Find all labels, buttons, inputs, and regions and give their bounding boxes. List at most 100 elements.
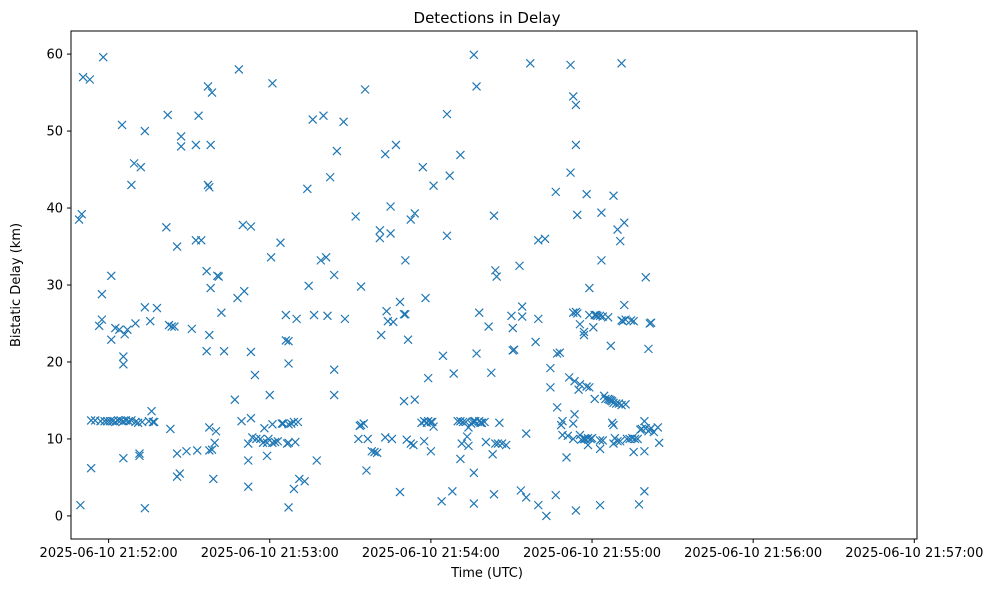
data-point bbox=[250, 370, 260, 380]
data-point bbox=[575, 319, 585, 329]
data-point bbox=[595, 500, 605, 510]
data-point bbox=[566, 60, 575, 70]
data-point bbox=[86, 416, 96, 425]
data-point bbox=[391, 140, 401, 150]
data-point bbox=[613, 436, 622, 446]
data-point bbox=[575, 379, 585, 389]
data-point bbox=[540, 234, 550, 244]
data-point bbox=[566, 168, 575, 178]
data-point bbox=[469, 468, 479, 478]
data-point bbox=[447, 486, 457, 496]
data-point bbox=[469, 499, 479, 509]
data-point bbox=[437, 496, 447, 506]
data-point bbox=[206, 140, 216, 150]
data-point bbox=[516, 486, 526, 495]
data-point bbox=[94, 321, 104, 331]
data-point bbox=[293, 417, 303, 427]
data-point bbox=[525, 58, 535, 68]
x-tick-label: 2025-06-10 21:53:00 bbox=[201, 546, 339, 561]
y-tick-label: 60 bbox=[46, 48, 63, 63]
data-point bbox=[619, 218, 629, 228]
data-point bbox=[289, 417, 299, 427]
data-point bbox=[340, 314, 350, 324]
data-point bbox=[329, 390, 339, 400]
data-point bbox=[106, 271, 116, 281]
data-point bbox=[517, 312, 527, 321]
data-point bbox=[489, 211, 499, 221]
data-point bbox=[633, 434, 643, 444]
data-point bbox=[268, 78, 277, 88]
data-point bbox=[429, 422, 438, 432]
data-point bbox=[639, 416, 649, 426]
data-point bbox=[284, 503, 293, 512]
data-point bbox=[488, 449, 498, 459]
data-point bbox=[118, 359, 128, 369]
data-point bbox=[202, 266, 212, 276]
data-point bbox=[167, 322, 177, 331]
data-point bbox=[395, 297, 405, 307]
data-point bbox=[376, 330, 386, 340]
x-axis-label: Time (UTC) bbox=[450, 566, 523, 581]
data-point bbox=[75, 500, 85, 510]
data-point bbox=[456, 454, 465, 464]
data-point bbox=[501, 440, 511, 450]
data-point bbox=[386, 202, 396, 211]
data-point bbox=[96, 416, 105, 426]
data-point bbox=[323, 311, 332, 321]
data-point bbox=[399, 309, 409, 319]
data-point bbox=[284, 359, 293, 368]
data-point bbox=[203, 81, 213, 91]
data-point bbox=[192, 446, 202, 455]
data-point bbox=[470, 416, 480, 426]
data-point bbox=[284, 336, 293, 346]
data-point bbox=[493, 439, 503, 448]
data-point bbox=[418, 162, 428, 172]
data-point bbox=[118, 453, 128, 463]
data-point bbox=[98, 52, 108, 62]
data-point bbox=[85, 75, 95, 84]
data-point bbox=[579, 327, 589, 337]
data-point bbox=[351, 212, 361, 221]
data-point bbox=[477, 418, 487, 428]
data-point bbox=[429, 181, 438, 191]
data-point bbox=[214, 272, 224, 281]
data-point bbox=[140, 126, 150, 136]
data-point bbox=[300, 476, 310, 486]
data-point bbox=[599, 391, 609, 401]
data-point bbox=[445, 171, 455, 181]
data-point bbox=[609, 439, 618, 448]
data-point bbox=[266, 252, 276, 262]
data-point bbox=[281, 310, 291, 320]
data-point bbox=[362, 466, 371, 475]
data-point bbox=[400, 309, 410, 319]
data-point bbox=[210, 438, 220, 448]
x-tick-label: 2025-06-10 21:56:00 bbox=[684, 546, 822, 561]
data-point bbox=[558, 416, 567, 426]
data-point bbox=[386, 229, 396, 238]
data-point bbox=[603, 312, 613, 322]
data-point bbox=[187, 324, 197, 334]
data-point bbox=[286, 419, 296, 428]
data-point bbox=[268, 419, 277, 429]
data-point bbox=[202, 346, 212, 356]
data-point bbox=[289, 484, 299, 494]
data-point bbox=[551, 187, 561, 197]
data-point bbox=[204, 446, 214, 455]
data-point bbox=[494, 418, 504, 428]
data-point bbox=[606, 341, 616, 351]
data-point bbox=[449, 369, 459, 378]
data-point bbox=[579, 330, 589, 340]
data-point bbox=[233, 293, 242, 303]
data-point bbox=[641, 272, 651, 282]
data-point bbox=[533, 500, 543, 510]
data-point bbox=[325, 172, 335, 182]
data-point bbox=[207, 88, 217, 98]
y-tick-label: 40 bbox=[46, 202, 63, 217]
data-point bbox=[356, 420, 366, 430]
data-point bbox=[472, 349, 481, 358]
data-point bbox=[276, 238, 285, 248]
data-point bbox=[419, 436, 429, 446]
data-point bbox=[564, 372, 574, 382]
data-point bbox=[161, 222, 171, 232]
data-point bbox=[131, 417, 140, 427]
